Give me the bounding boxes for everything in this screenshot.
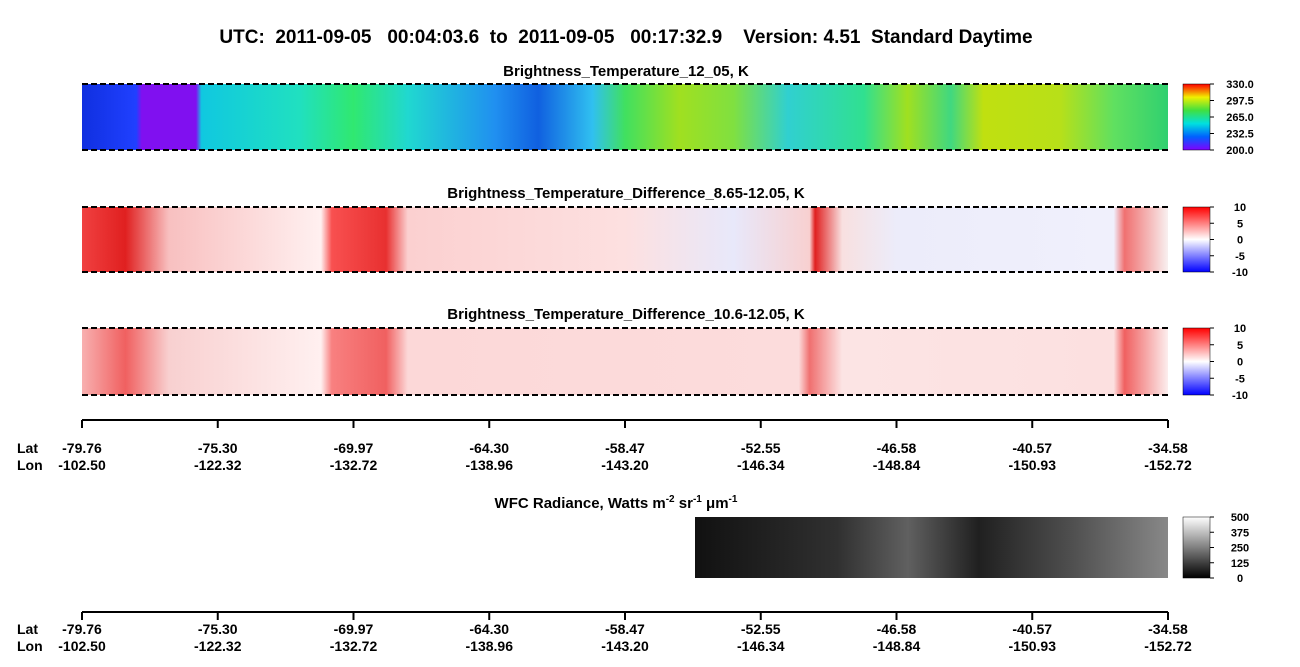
colorbar-label: 250 xyxy=(1231,543,1249,555)
lon-value: -146.34 xyxy=(737,638,785,654)
lat-value: -52.55 xyxy=(741,621,781,637)
lon-value: -152.72 xyxy=(1144,457,1192,473)
lat-value: -79.76 xyxy=(62,621,102,637)
title-part: μm xyxy=(702,495,729,512)
lon-value: -138.96 xyxy=(466,457,514,473)
panel-images xyxy=(82,83,1211,613)
colorbar xyxy=(1182,83,1211,151)
lat-value: -46.58 xyxy=(877,440,917,456)
lat-value: -58.47 xyxy=(605,440,645,456)
lat-value: -58.47 xyxy=(605,621,645,637)
panel-title: WFC Radiance, Watts m-2 sr-1 μm-1 xyxy=(495,494,738,512)
title-part: WFC Radiance, Watts m xyxy=(495,495,666,512)
colorbar xyxy=(1182,516,1211,579)
colorbar-label: 375 xyxy=(1231,527,1249,539)
lon-value: -148.84 xyxy=(873,638,921,654)
lat-value: -34.58 xyxy=(1148,621,1188,637)
colorbar-label: 0 xyxy=(1237,573,1243,585)
colorbar-label: 10 xyxy=(1234,202,1246,214)
lat-value: -34.58 xyxy=(1148,440,1188,456)
lat-value: -64.30 xyxy=(469,621,509,637)
lon-value: -148.84 xyxy=(873,457,921,473)
lat-value: -40.57 xyxy=(1012,440,1052,456)
colorbar-label: 0 xyxy=(1237,357,1243,369)
lat-value: -69.97 xyxy=(334,621,374,637)
title-part: -2 xyxy=(666,494,675,505)
lon-value: -102.50 xyxy=(58,638,106,654)
image xyxy=(82,207,1168,272)
colorbar-label: 265.0 xyxy=(1226,112,1254,124)
lon-value: -122.32 xyxy=(194,638,242,654)
lon-value: -143.20 xyxy=(601,457,649,473)
lat-value: -64.30 xyxy=(469,440,509,456)
lon-value: -132.72 xyxy=(330,638,378,654)
lon-value: -146.34 xyxy=(737,457,785,473)
image xyxy=(82,84,1168,150)
lon-value: -150.93 xyxy=(1009,457,1057,473)
panel-title: Brightness_Temperature_Difference_10.6-1… xyxy=(447,306,805,323)
colorbar-label: 232.5 xyxy=(1226,129,1254,141)
title-part: sr xyxy=(675,495,694,512)
lon-value: -143.20 xyxy=(601,638,649,654)
colorbar-label: 10 xyxy=(1234,323,1246,335)
colorbar-label: 200.0 xyxy=(1226,145,1254,157)
image xyxy=(82,328,1168,395)
colorbar xyxy=(1182,206,1211,273)
colorbar-label: 125 xyxy=(1231,558,1249,570)
colorbar-label: -5 xyxy=(1235,373,1245,385)
lat-label: Lat xyxy=(17,621,38,637)
lat-value: -52.55 xyxy=(741,440,781,456)
colorbar-label: 0 xyxy=(1237,235,1243,247)
colorbar-label: 5 xyxy=(1237,218,1243,230)
lat-label: Lat xyxy=(17,440,38,456)
colorbar xyxy=(1182,327,1211,396)
panel-title: Brightness_Temperature_12_05, K xyxy=(503,63,749,80)
lat-value: -79.76 xyxy=(62,440,102,456)
colorbar-label: 297.5 xyxy=(1226,96,1254,108)
title: UTC: 2011-09-05 00:04:03.6 to 2011-09-05… xyxy=(219,27,1032,48)
lon-value: -122.32 xyxy=(194,457,242,473)
colorbar-label: -10 xyxy=(1232,267,1248,279)
colorbar-label: -10 xyxy=(1232,390,1248,402)
colorbar-label: 500 xyxy=(1231,512,1249,524)
lat-value: -69.97 xyxy=(334,440,374,456)
lat-value: -40.57 xyxy=(1012,621,1052,637)
colorbar-label: 5 xyxy=(1237,340,1243,352)
lat-value: -46.58 xyxy=(877,621,917,637)
colorbar-label: -5 xyxy=(1235,251,1245,263)
title-part: -1 xyxy=(693,494,702,505)
lon-value: -132.72 xyxy=(330,457,378,473)
borders xyxy=(82,83,1168,396)
title-part: -1 xyxy=(729,494,738,505)
lon-value: -138.96 xyxy=(466,638,514,654)
lat-value: -75.30 xyxy=(198,621,238,637)
lon-label: Lon xyxy=(17,457,43,473)
lat-value: -75.30 xyxy=(198,440,238,456)
lon-value: -150.93 xyxy=(1009,638,1057,654)
image xyxy=(695,517,1168,578)
panel-title: Brightness_Temperature_Difference_8.65-1… xyxy=(447,185,805,202)
colorbar-label: 330.0 xyxy=(1226,79,1254,91)
lon-label: Lon xyxy=(17,638,43,654)
lon-value: -102.50 xyxy=(58,457,106,473)
lon-value: -152.72 xyxy=(1144,638,1192,654)
